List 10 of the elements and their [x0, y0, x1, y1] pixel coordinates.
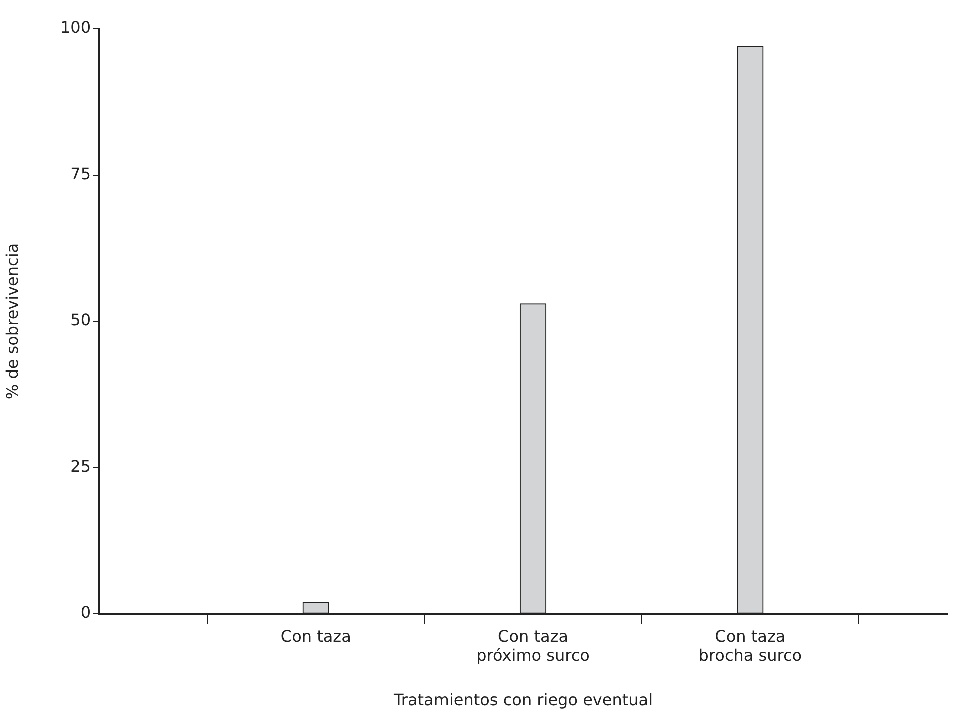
y-axis-title: % de sobrevivencia	[2, 243, 22, 400]
x-tick-label: Con taza brocha surco	[698, 626, 802, 665]
x-tick-label: Con taza	[280, 626, 352, 646]
y-tick-label: 75	[70, 164, 91, 184]
x-tick-label: Con taza próximo surco	[476, 626, 590, 665]
y-tick-label: 0	[80, 603, 91, 622]
y-tick-label: 100	[60, 18, 91, 38]
y-tick-label: 50	[70, 310, 91, 330]
x-axis-title: Tratamientos con riego eventual	[392, 690, 654, 710]
y-tick-label: 25	[70, 456, 91, 476]
